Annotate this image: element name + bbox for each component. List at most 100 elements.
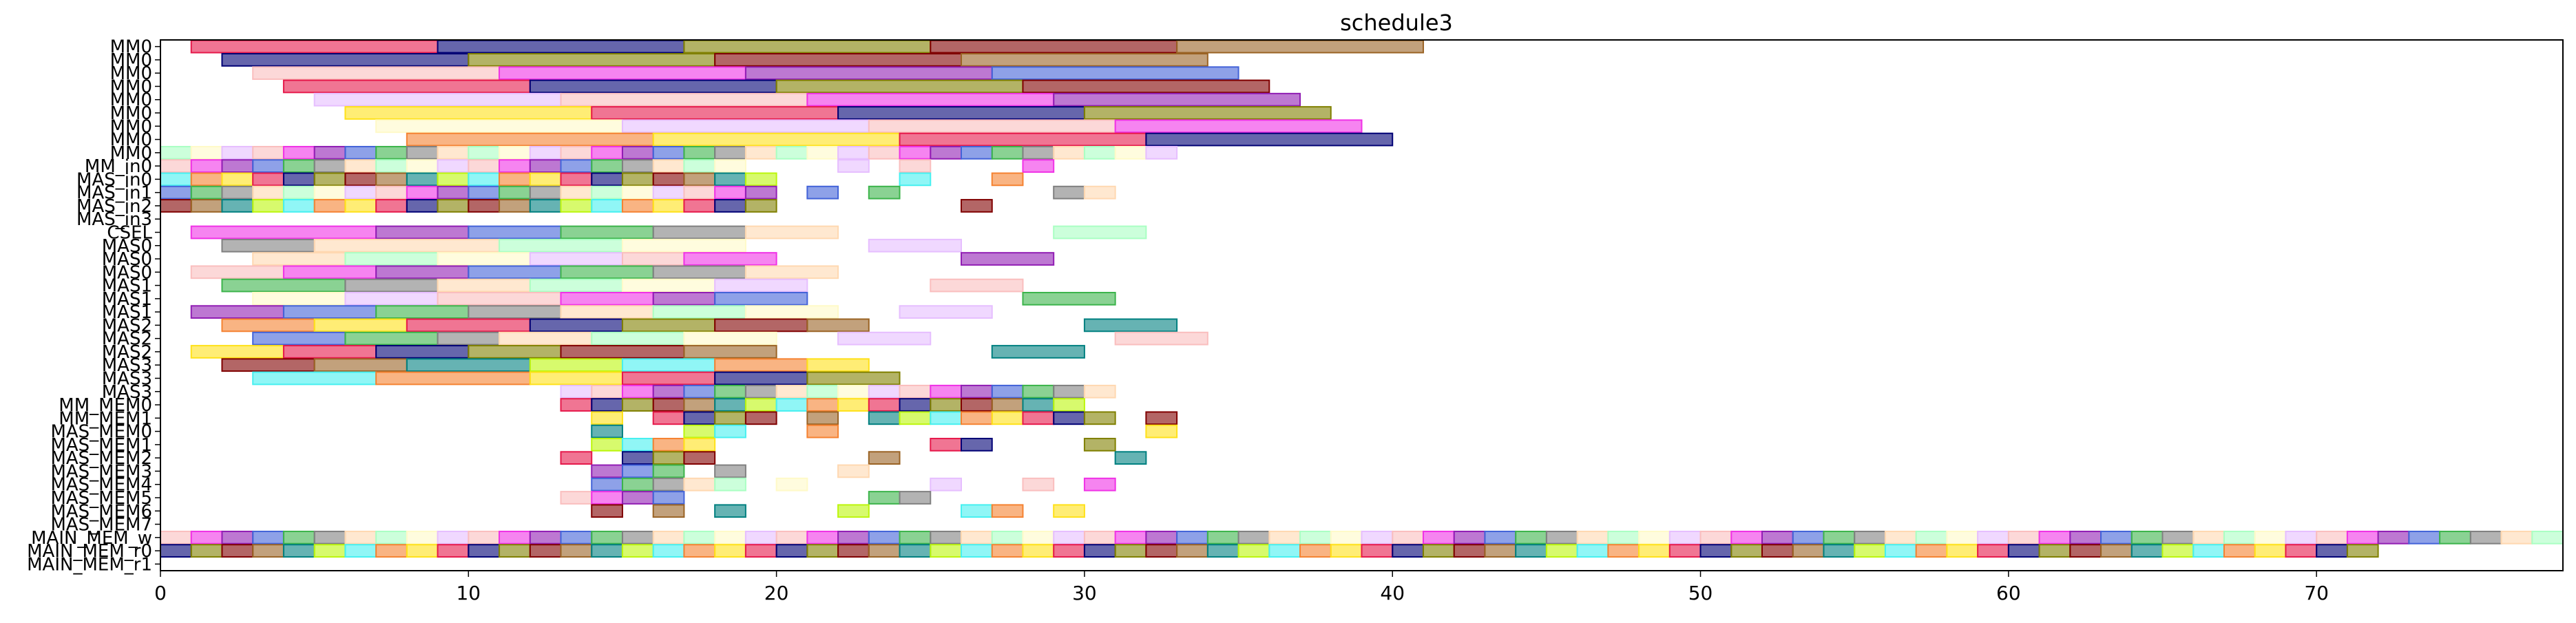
task-bar xyxy=(591,411,623,425)
task-bar xyxy=(961,504,993,518)
task-bar xyxy=(806,384,839,399)
task-bar xyxy=(221,544,254,558)
y-tick-label: MAS_MEM6 xyxy=(50,501,152,522)
task-bar xyxy=(591,530,623,545)
task-bar xyxy=(2007,530,2040,545)
task-bar xyxy=(683,331,777,346)
task-bar xyxy=(221,278,346,293)
task-bar xyxy=(437,145,470,160)
task-bar xyxy=(621,491,654,505)
task-bar xyxy=(714,464,746,478)
task-bar xyxy=(1053,384,1085,399)
task-bar xyxy=(1668,530,1701,545)
task-bar xyxy=(1330,544,1363,558)
task-bar xyxy=(221,318,315,332)
task-bar xyxy=(621,172,654,187)
y-tick-label: MAS_MEM4 xyxy=(50,475,152,496)
task-bar xyxy=(344,291,439,306)
task-bar xyxy=(1176,530,1208,545)
task-bar xyxy=(560,305,654,319)
task-bar xyxy=(1607,530,1640,545)
task-bar xyxy=(744,544,777,558)
task-bar xyxy=(775,544,808,558)
task-bar xyxy=(190,159,223,173)
task-bar xyxy=(529,358,623,372)
task-bar xyxy=(2223,544,2256,558)
task-bar xyxy=(683,39,932,54)
y-tick-label: MM0 xyxy=(110,37,152,58)
task-bar xyxy=(344,252,439,266)
task-bar xyxy=(468,199,501,213)
task-bar xyxy=(437,199,470,213)
task-bar xyxy=(437,185,470,200)
task-bar xyxy=(1299,530,1332,545)
x-tick-label: 20 xyxy=(764,582,789,604)
y-tick-label: MAS_MEM1 xyxy=(50,435,152,456)
task-bar xyxy=(744,225,839,240)
task-bar xyxy=(468,265,562,279)
task-bar xyxy=(837,331,932,346)
task-bar xyxy=(868,145,901,160)
task-bar xyxy=(837,145,870,160)
task-bar xyxy=(190,172,223,187)
task-bar xyxy=(714,384,746,399)
task-bar xyxy=(1422,530,1455,545)
y-tick-label: MAS1 xyxy=(102,276,152,297)
task-bar xyxy=(1022,145,1055,160)
y-tick-label: MAS0 xyxy=(102,249,152,270)
task-bar xyxy=(313,199,346,213)
task-bar xyxy=(1022,384,1055,399)
task-bar xyxy=(899,132,1147,147)
task-bar xyxy=(560,530,593,545)
task-bar xyxy=(2316,530,2348,545)
task-bar xyxy=(313,318,408,332)
x-axis: 0 10 20 30 40 50 60 70 xyxy=(154,571,2329,604)
task-bar xyxy=(529,79,777,94)
task-bar xyxy=(1576,544,1609,558)
task-bar xyxy=(868,119,1116,134)
task-bar xyxy=(1484,530,1517,545)
task-bar xyxy=(621,159,654,173)
task-bar xyxy=(652,172,685,187)
task-bar xyxy=(837,544,870,558)
task-bar xyxy=(375,305,470,319)
task-bar xyxy=(190,225,377,240)
task-bar xyxy=(683,477,716,492)
task-bar xyxy=(899,172,932,187)
task-bar xyxy=(529,145,562,160)
x-tick-label: 50 xyxy=(1688,582,1713,604)
task-bar xyxy=(1607,544,1640,558)
task-bar xyxy=(2192,530,2225,545)
task-bar xyxy=(961,530,993,545)
task-bar xyxy=(529,544,562,558)
task-bar xyxy=(714,398,746,412)
task-bar xyxy=(683,345,777,359)
task-bar xyxy=(683,438,716,452)
task-bar xyxy=(591,504,623,518)
task-bar xyxy=(961,145,993,160)
task-bar xyxy=(282,345,377,359)
task-bar xyxy=(806,92,1055,107)
task-bar xyxy=(652,464,685,478)
task-bar xyxy=(1792,544,1825,558)
task-bar xyxy=(282,265,377,279)
task-bar xyxy=(344,530,377,545)
task-bar xyxy=(591,172,623,187)
task-bar xyxy=(683,145,716,160)
task-bar xyxy=(868,384,901,399)
task-bar xyxy=(344,106,593,120)
task-bar xyxy=(437,544,470,558)
task-bar xyxy=(190,305,284,319)
task-bar xyxy=(899,384,932,399)
task-bar xyxy=(1915,530,1948,545)
task-bar xyxy=(437,172,470,187)
task-bar xyxy=(1053,411,1085,425)
x-tick-label: 40 xyxy=(1380,582,1405,604)
task-bar xyxy=(221,159,254,173)
task-bar xyxy=(2316,544,2348,558)
task-bar xyxy=(652,477,685,492)
task-bar xyxy=(683,424,716,439)
task-bar xyxy=(1083,106,1332,120)
task-bar xyxy=(1114,544,1147,558)
task-bar xyxy=(837,504,870,518)
